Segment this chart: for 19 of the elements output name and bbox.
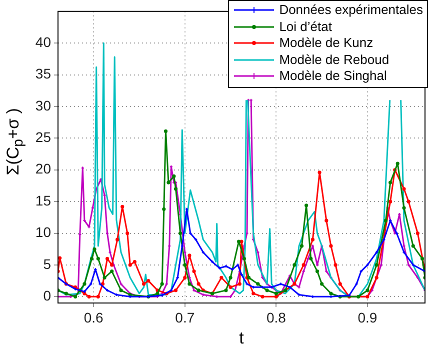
legend-label: Modèle de Kunz	[279, 35, 374, 52]
y-tick-label: 25	[35, 129, 52, 146]
legend-label: Données expérimentales	[279, 2, 423, 18]
x-tick-label: 0.9	[358, 309, 378, 326]
legend-label: Modèle de Singhal	[279, 68, 387, 84]
x-tick-label: 0.8	[266, 309, 286, 326]
x-tick-label: 0.6	[84, 309, 104, 326]
y-tick-label: 30	[35, 97, 52, 114]
y-tick-label: 15	[35, 192, 52, 208]
x-axis-title: t	[239, 328, 244, 348]
y-tick-label: 20	[35, 160, 52, 177]
y-tick-label: 0	[43, 288, 52, 304]
y-tick-label: 10	[35, 224, 52, 240]
legend-label: Modèle de Reboud	[279, 52, 390, 68]
y-tick-label: 35	[35, 66, 52, 82]
y-tick-label: 5	[43, 256, 52, 272]
y-tick-label: 40	[35, 34, 52, 50]
legend-label: Loi d’état	[279, 18, 332, 35]
x-tick-label: 0.7	[175, 309, 195, 326]
